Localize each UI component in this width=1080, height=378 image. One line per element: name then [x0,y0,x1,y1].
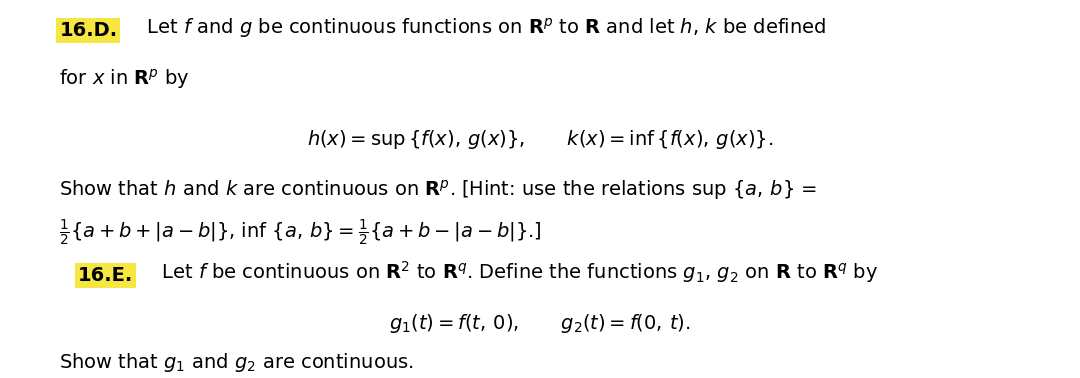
Text: Let $f$ and $g$ be continuous functions on $\mathbf{R}^p$ to $\mathbf{R}$ and le: Let $f$ and $g$ be continuous functions … [134,16,827,40]
Text: for $x$ in $\mathbf{R}^p$ by: for $x$ in $\mathbf{R}^p$ by [59,67,190,91]
Text: 16.D.: 16.D. [59,21,118,40]
Text: $g_1(t) = f(t,\, 0),\qquad g_2(t) = f(0,\, t).$: $g_1(t) = f(t,\, 0),\qquad g_2(t) = f(0,… [389,311,691,335]
Text: $h(x) = \mathrm{sup}\, \{f(x),\, g(x)\},\qquad k(x) = \mathrm{inf}\, \{f(x),\, g: $h(x) = \mathrm{sup}\, \{f(x),\, g(x)\},… [307,128,773,151]
Text: Let $f$ be continuous on $\mathbf{R}^2$ to $\mathbf{R}^q$. Define the functions : Let $f$ be continuous on $\mathbf{R}^2$ … [149,259,878,285]
Text: Show that $g_1$ and $g_2$ are continuous.: Show that $g_1$ and $g_2$ are continuous… [59,351,414,374]
Text: $\frac{1}{2}\{a + b + |a - b|\}$, inf $\{a,\, b\} = \frac{1}{2}\{a + b - |a - b|: $\frac{1}{2}\{a + b + |a - b|\}$, inf $\… [59,217,542,248]
Text: 16.E.: 16.E. [78,266,133,285]
Text: Show that $h$ and $k$ are continuous on $\mathbf{R}^p$. [Hint: use the relations: Show that $h$ and $k$ are continuous on … [59,178,818,202]
